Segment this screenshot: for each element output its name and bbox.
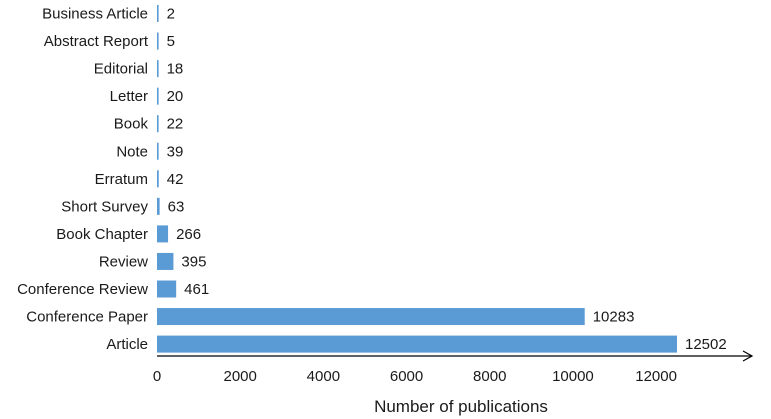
bar xyxy=(157,252,174,270)
x-tick-label: 12000 xyxy=(635,368,677,385)
data-label: 39 xyxy=(167,143,184,160)
category-label: Book xyxy=(114,116,149,133)
bar xyxy=(157,308,585,326)
x-tick-label: 0 xyxy=(153,368,161,385)
bar xyxy=(157,142,159,160)
category-label: Conference Review xyxy=(17,281,148,298)
category-label: Business Article xyxy=(42,6,148,23)
data-label: 5 xyxy=(167,33,175,50)
category-label: Note xyxy=(116,143,148,160)
data-label: 266 xyxy=(176,226,201,243)
category-label: Book Chapter xyxy=(56,226,148,243)
bar xyxy=(157,32,159,50)
category-labels: Business Article Abstract Report Editorial… xyxy=(17,6,149,354)
data-label: 42 xyxy=(167,171,184,188)
x-axis: 0 2000 4000 6000 8000 10000 12000 xyxy=(153,350,754,385)
category-label: Editorial xyxy=(94,61,148,78)
bar xyxy=(157,87,159,105)
bar xyxy=(157,115,159,133)
x-tick-label: 8000 xyxy=(473,368,506,385)
category-label: Review xyxy=(99,253,148,270)
bar xyxy=(157,60,159,78)
category-label: Abstract Report xyxy=(44,33,149,50)
data-label: 18 xyxy=(167,61,184,78)
bars-group xyxy=(157,5,677,353)
x-tick-label: 4000 xyxy=(307,368,340,385)
bar xyxy=(157,335,677,353)
x-tick-label: 2000 xyxy=(223,368,256,385)
x-tick-label: 6000 xyxy=(390,368,423,385)
data-label: 63 xyxy=(168,198,185,215)
data-label: 395 xyxy=(181,253,206,270)
data-label: 10283 xyxy=(593,309,635,326)
data-label: 20 xyxy=(167,88,184,105)
category-label: Short Survey xyxy=(61,198,148,215)
bar xyxy=(157,5,159,22)
data-label: 2 xyxy=(167,6,175,23)
data-label: 12502 xyxy=(685,336,727,353)
category-label: Erratum xyxy=(95,171,148,188)
category-label: Article xyxy=(106,336,148,353)
bar xyxy=(157,170,159,188)
x-axis-arrow xyxy=(742,350,754,362)
x-tick-label: 10000 xyxy=(552,368,594,385)
bar xyxy=(157,280,177,298)
category-label: Letter xyxy=(110,88,148,105)
category-label: Conference Paper xyxy=(26,309,148,326)
x-tick-labels: 0 2000 4000 6000 8000 10000 12000 xyxy=(153,368,677,385)
data-label: 22 xyxy=(167,116,184,133)
x-axis-title: Number of publications xyxy=(374,397,548,416)
bar xyxy=(157,225,169,243)
data-label: 461 xyxy=(184,281,209,298)
bar xyxy=(157,197,160,215)
value-labels: 2 5 18 20 22 39 42 63 266 395 461 10283 12502 xyxy=(167,6,727,354)
